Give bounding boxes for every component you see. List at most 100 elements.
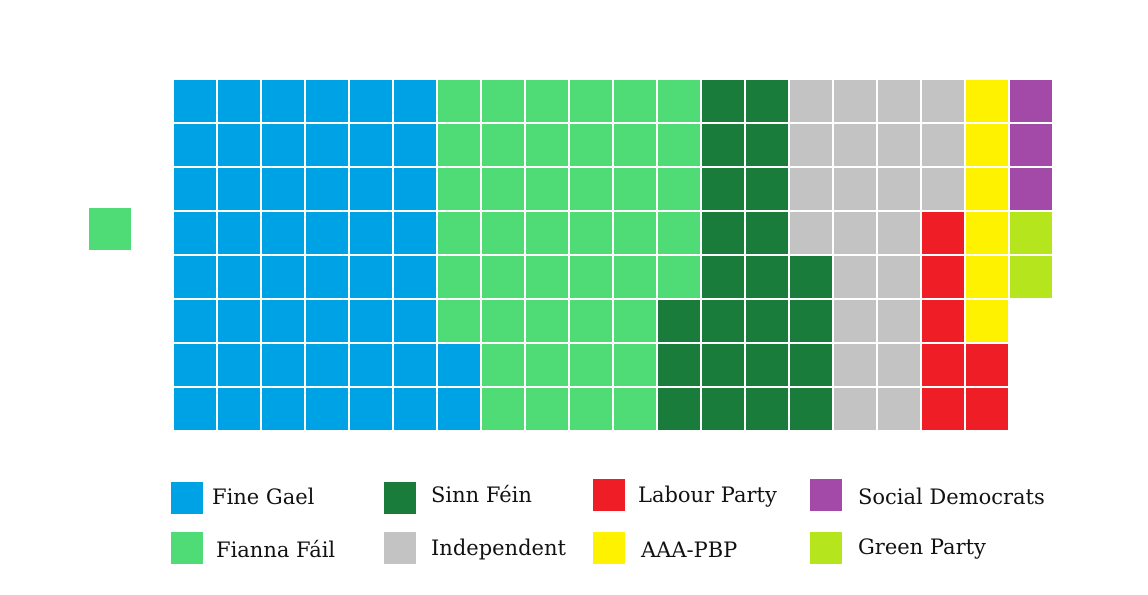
seat-fine-gael [306,80,348,122]
seat-aaa-pbp [966,124,1008,166]
seat-fianna-f-il [482,124,524,166]
seat-fine-gael [438,344,480,386]
seat-fianna-f-il [438,256,480,298]
legend-label-aaa-pbp: AAA-PBP [641,538,738,562]
seat-fine-gael [218,124,260,166]
legend-swatch-fine-gael [171,482,203,514]
seat-fine-gael [174,124,216,166]
seat-fine-gael [218,212,260,254]
seat-fianna-f-il [526,212,568,254]
legend-label-labour-party: Labour Party [638,483,777,507]
seat-fianna-f-il [570,168,612,210]
seat-fianna-f-il [614,124,656,166]
seat-fianna-f-il [614,80,656,122]
extra-seat [89,208,131,250]
seat-independent [878,344,920,386]
seat-fine-gael [262,300,304,342]
seat-fianna-f-il [526,344,568,386]
seat-fine-gael [306,344,348,386]
seat-labour-party [922,388,964,430]
legend-label-fianna-f-il: Fianna Fáil [216,538,336,562]
seat-social-democrats [1010,124,1052,166]
seat-fine-gael [306,212,348,254]
seat-independent [834,300,876,342]
seat-fianna-f-il [570,388,612,430]
seat-fine-gael [306,124,348,166]
seat-fianna-f-il [570,80,612,122]
seat-fianna-f-il [570,212,612,254]
seat-independent [878,256,920,298]
legend-swatch-sinn-f-in [384,482,416,514]
seat-fianna-f-il [482,344,524,386]
seat-fianna-f-il [570,256,612,298]
seat-fine-gael [174,80,216,122]
seat-fine-gael [262,256,304,298]
seat-fine-gael [306,168,348,210]
legend-swatch-fianna-f-il [171,532,203,564]
seat-labour-party [922,212,964,254]
seat-fianna-f-il [614,256,656,298]
legend-label-social-democrats: Social Democrats [858,485,1045,509]
seat-sinn-f-in [658,300,700,342]
seat-independent [834,80,876,122]
seat-fine-gael [262,344,304,386]
legend-swatch-social-democrats [810,479,842,511]
seat-fine-gael [174,168,216,210]
seat-independent [790,124,832,166]
seat-fianna-f-il [482,168,524,210]
seat-aaa-pbp [966,80,1008,122]
seat-fine-gael [350,168,392,210]
seat-fianna-f-il [658,124,700,166]
seat-fine-gael [174,388,216,430]
seat-fianna-f-il [570,344,612,386]
seat-fine-gael [174,300,216,342]
seat-fianna-f-il [438,212,480,254]
seat-labour-party [966,344,1008,386]
seat-fine-gael [262,388,304,430]
seat-fianna-f-il [526,388,568,430]
seat-independent [878,212,920,254]
seat-fine-gael [394,168,436,210]
seat-aaa-pbp [966,212,1008,254]
seat-sinn-f-in [746,256,788,298]
seat-fine-gael [350,256,392,298]
seat-social-democrats [1010,80,1052,122]
seat-sinn-f-in [790,300,832,342]
seat-aaa-pbp [966,256,1008,298]
seat-independent [878,300,920,342]
seat-sinn-f-in [746,212,788,254]
seat-independent [790,168,832,210]
seat-fianna-f-il [614,344,656,386]
seat-independent [922,80,964,122]
seat-independent [922,124,964,166]
seat-fine-gael [350,80,392,122]
seat-fine-gael [438,388,480,430]
seat-independent [878,124,920,166]
seat-fianna-f-il [614,212,656,254]
seat-sinn-f-in [746,300,788,342]
seat-fianna-f-il [482,388,524,430]
seat-green-party [1010,256,1052,298]
seat-independent [834,256,876,298]
seat-fine-gael [350,124,392,166]
seat-sinn-f-in [702,256,744,298]
seat-fine-gael [262,212,304,254]
legend-label-green-party: Green Party [858,535,986,559]
legend-swatch-aaa-pbp [593,532,625,564]
seat-labour-party [922,256,964,298]
seat-fine-gael [394,388,436,430]
seat-sinn-f-in [702,168,744,210]
seat-fianna-f-il [658,168,700,210]
seat-sinn-f-in [702,300,744,342]
seat-fianna-f-il [658,80,700,122]
seat-fine-gael [306,388,348,430]
seat-sinn-f-in [702,212,744,254]
seat-fine-gael [350,300,392,342]
seat-aaa-pbp [966,300,1008,342]
seat-sinn-f-in [746,80,788,122]
seat-fine-gael [350,388,392,430]
seat-independent [834,212,876,254]
seat-fine-gael [350,344,392,386]
seat-independent [834,388,876,430]
seat-fianna-f-il [438,168,480,210]
